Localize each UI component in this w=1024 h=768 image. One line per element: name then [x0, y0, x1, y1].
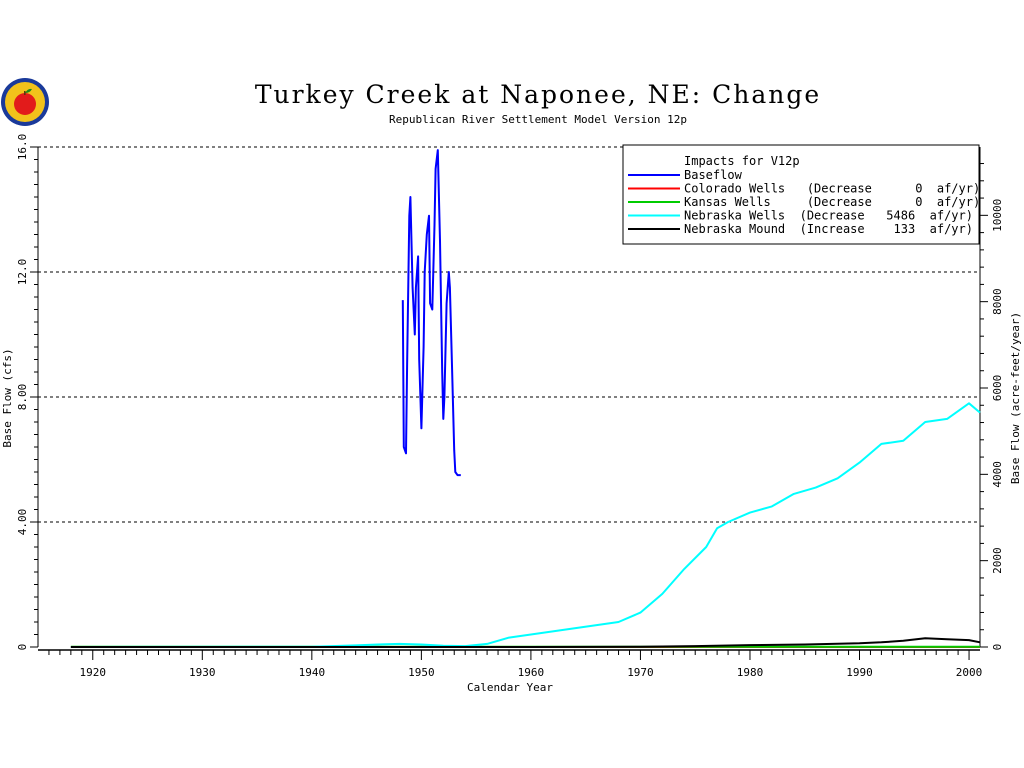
- y-right-tick-label: 10000: [991, 199, 1004, 232]
- y-left-tick-label: 0: [16, 644, 29, 651]
- y-left-tick-label: 8.00: [16, 384, 29, 411]
- y-axis-right: 0 2000 4000 6000 8000 10000: [980, 163, 1004, 651]
- y-left-tick-label: 16.0: [16, 134, 29, 161]
- x-axis: 1920 1930 1940 1950 1960 1970 1980 1990 2000: [48, 650, 983, 679]
- x-tick-label: 1930: [189, 666, 216, 679]
- legend-header: Impacts for V12p: [684, 154, 800, 168]
- legend-entry: Nebraska Wells (Decrease 5486 af/yr): [684, 209, 973, 223]
- y-right-tick-label: 0: [991, 644, 1004, 651]
- legend-entry: Kansas Wells (Decrease 0 af/yr): [684, 195, 980, 209]
- legend-entry: Baseflow: [684, 168, 743, 182]
- series-nebraska-wells: [70, 402, 981, 648]
- y-axis-left: 0 4.00 8.00 12.0 16.0: [16, 134, 38, 651]
- x-tick-label: 1980: [737, 666, 764, 679]
- chart-title: Turkey Creek at Naponee, NE: Change: [255, 80, 821, 109]
- series-group: [70, 149, 981, 648]
- y-left-tick-label: 12.0: [16, 259, 29, 286]
- x-tick-label: 1940: [299, 666, 326, 679]
- y-axis-left-label: Base Flow (cfs): [1, 348, 14, 447]
- legend-entry: Colorado Wells (Decrease 0 af/yr): [684, 182, 980, 196]
- logo-icon: [1, 78, 49, 126]
- x-tick-label: 1960: [518, 666, 545, 679]
- y-axis-right-label: Base Flow (acre-feet/year): [1009, 312, 1022, 484]
- legend-entry: Nebraska Mound (Increase 133 af/yr): [684, 222, 973, 236]
- chart-subtitle: Republican River Settlement Model Versio…: [389, 113, 687, 126]
- grid-lines: [38, 146, 980, 523]
- series-nebraska-mound: [70, 637, 981, 648]
- y-right-tick-label: 6000: [991, 375, 1004, 402]
- x-tick-label: 1950: [408, 666, 435, 679]
- x-tick-label: 1920: [80, 666, 107, 679]
- x-tick-label: 1970: [627, 666, 654, 679]
- series-baseflow: [401, 149, 461, 477]
- y-right-tick-label: 8000: [991, 288, 1004, 315]
- x-tick-label: 1990: [846, 666, 873, 679]
- x-axis-label: Calendar Year: [467, 681, 553, 694]
- y-left-tick-label: 4.00: [16, 509, 29, 536]
- y-right-tick-label: 4000: [991, 461, 1004, 488]
- x-tick-label: 2000: [956, 666, 983, 679]
- y-right-tick-label: 2000: [991, 547, 1004, 574]
